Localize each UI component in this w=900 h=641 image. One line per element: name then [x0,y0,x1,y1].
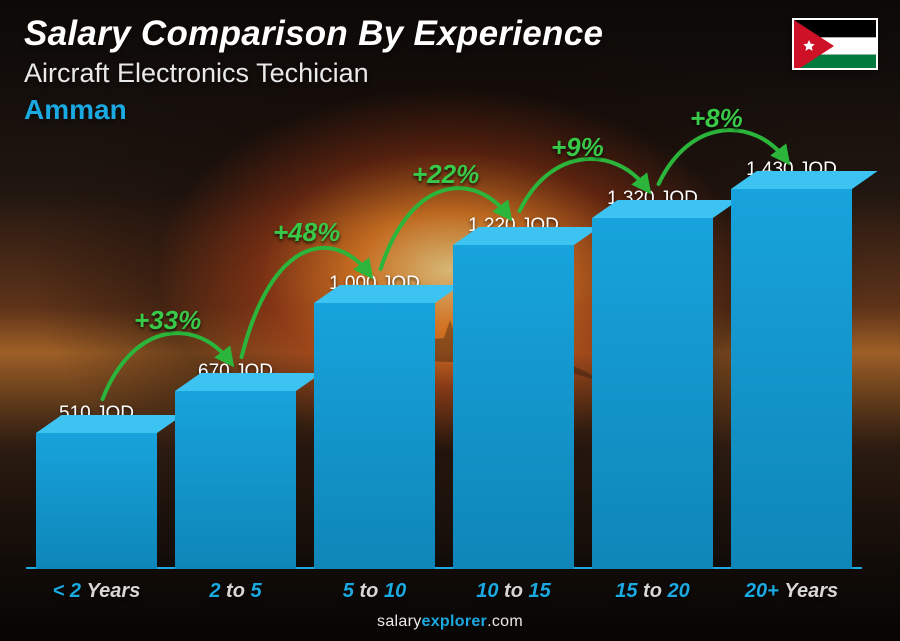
bar-top-face [36,415,183,433]
bar-top-face [175,373,322,391]
category-label: 10 to 15 [476,580,551,603]
footer-suffix: .com [487,613,523,630]
bar [314,303,435,569]
category-label: < 2 Years [53,580,141,603]
infographic-stage: Salary Comparison By Experience Aircraft… [0,0,900,641]
flag-svg [794,20,878,70]
bar-top-face [592,200,739,218]
country-flag [792,18,878,70]
category-label: 2 to 5 [209,580,261,603]
bar-front-face [592,218,713,569]
bar [36,433,157,569]
footer-accent: explorer [422,613,488,630]
bar-front-face [314,303,435,569]
bar [592,218,713,569]
bar-wrap: 1,000 JOD5 to 10 [314,99,435,569]
chart-title: Salary Comparison By Experience [24,14,603,54]
bars-container: 510 JOD< 2 Years670 JOD2 to 51,000 JOD5 … [36,99,852,569]
bar-front-face [175,391,296,569]
bar-wrap: 510 JOD< 2 Years [36,99,157,569]
bar-top-face [453,227,600,245]
footer-prefix: salary [377,613,421,630]
category-label: 20+ Years [745,580,838,603]
bar [453,245,574,569]
bar-top-face [314,285,461,303]
bar-front-face [36,433,157,569]
category-label: 5 to 10 [343,580,406,603]
bar-wrap: 1,220 JOD10 to 15 [453,99,574,569]
footer-credit: salaryexplorer.com [0,613,900,631]
bar-wrap: 1,430 JOD20+ Years [731,99,852,569]
bar [731,189,852,569]
bar-chart: 510 JOD< 2 Years670 JOD2 to 51,000 JOD5 … [36,99,852,569]
bar-front-face [453,245,574,569]
bar-top-face [731,171,878,189]
chart-subtitle: Aircraft Electronics Techician [24,58,369,89]
bar-wrap: 670 JOD2 to 5 [175,99,296,569]
bar [175,391,296,569]
bar-wrap: 1,320 JOD15 to 20 [592,99,713,569]
category-label: 15 to 20 [615,580,690,603]
bar-front-face [731,189,852,569]
